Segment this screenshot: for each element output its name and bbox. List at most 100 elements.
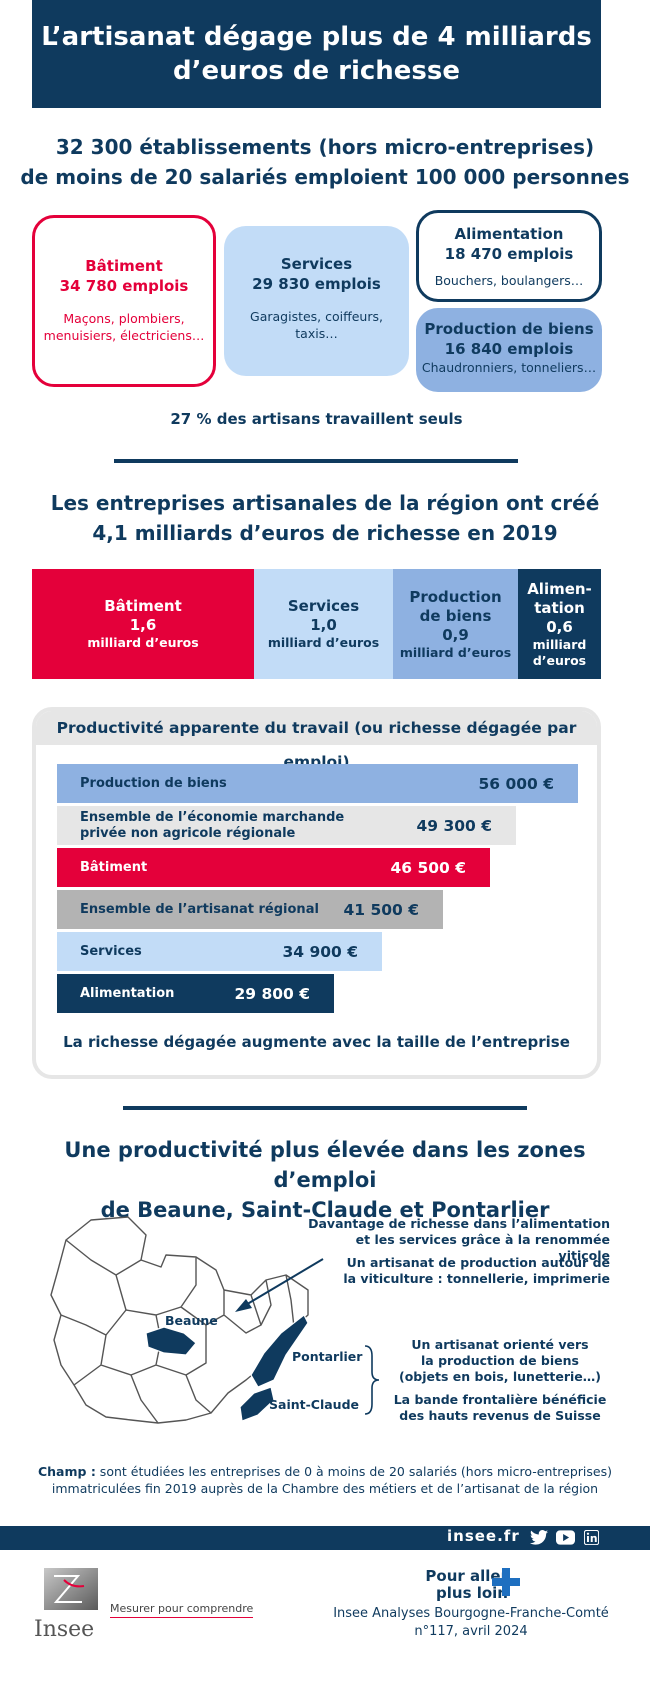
insee-logo-mark (44, 1568, 98, 1610)
productivity-bar-label-line1: Bâtiment (80, 859, 148, 875)
scope-label: Champ : (37, 1464, 96, 1479)
wealth-segment-unit: milliard (532, 636, 587, 652)
map-heading-line2: de Beaune, Saint-Claude et Pontarlier (100, 1198, 550, 1222)
tagline: Mesurer pour comprendre (110, 1602, 254, 1618)
productivity-bar-label: Production de biens (80, 776, 227, 792)
productivity-title: Productivité apparente du travail (ou ri… (36, 711, 597, 771)
linkedin-icon[interactable] (584, 1530, 599, 1545)
publication-reference: Insee Analyses Bourgogne-Franche-Comté n… (320, 1605, 622, 1641)
insee-website-link[interactable]: insee.fr (447, 1527, 520, 1545)
card-production-jobs: 16 840 emplois (444, 340, 574, 358)
wealth-segment-name: Alimen- (527, 579, 592, 598)
twitter-icon[interactable] (530, 1530, 548, 1545)
insee-logo: Insee (34, 1566, 100, 1642)
scope-text-2: immatriculées fin 2019 auprès de la Cham… (51, 1481, 599, 1496)
annotation-jura-production: Un artisanat orienté vers la production … (390, 1337, 610, 1385)
map-label-saint-claude: Saint-Claude (269, 1397, 360, 1412)
insee-logo-text: Insee (34, 1617, 95, 1642)
annotation-jura-production-line3: (objets en bois, lunetterie…) (399, 1369, 601, 1384)
wealth-segment: Alimen-tation 0,6 milliard d’euros (518, 569, 601, 679)
plus-icon[interactable] (492, 1568, 520, 1596)
productivity-bar: Production de biens 56 000 € (57, 764, 578, 803)
productivity-bar: Services 34 900 € (57, 932, 382, 971)
wealth-segment: Production de biens 0,9 milliard d’euros (393, 569, 518, 679)
annotation-beaune-production-line1: Un artisanat de production autour de (346, 1255, 610, 1270)
card-alimentation: Alimentation 18 470 emplois Bouchers, bo… (416, 210, 602, 302)
productivity-bar: Bâtiment 46 500 € (57, 848, 490, 887)
publication-number: n°117, avril 2024 (414, 1624, 528, 1639)
divider-1 (114, 459, 518, 463)
page-title-line1: L’artisanat dégage plus de 4 milliards (41, 22, 592, 52)
productivity-bar-value: 56 000 € (478, 774, 554, 793)
footer-band: insee.fr (0, 1526, 650, 1550)
annotation-beaune-wealth: Davantage de richesse dans l’alimentatio… (300, 1216, 610, 1264)
scope-note: Champ : sont étudiées les entreprises de… (20, 1463, 630, 1497)
wealth-segment-name: Bâtiment (104, 597, 182, 615)
productivity-bar-label: Ensemble de l’économie marchande privée n… (80, 810, 344, 842)
productivity-bar-label: Ensemble de l’artisanat régional (80, 902, 319, 918)
annotation-jura-border-line2: des hauts revenus de Suisse (399, 1408, 601, 1423)
wealth-segment-name-cont: de biens (419, 606, 492, 625)
productivity-bar: Alimentation 29 800 € (57, 974, 334, 1013)
card-alimentation-jobs: 18 470 emplois (444, 245, 574, 263)
publication-name: Insee Analyses Bourgogne-Franche-Comté (333, 1606, 609, 1621)
card-services-jobs: 29 830 emplois (252, 275, 381, 293)
productivity-bar-value: 29 800 € (234, 984, 310, 1003)
productivity-bar-label-line1: Services (80, 943, 142, 959)
productivity-bar-label-line1: Alimentation (80, 985, 175, 1001)
card-services: Services 29 830 emplois Garagistes, coif… (224, 226, 409, 376)
productivity-bar-value: 46 500 € (390, 858, 466, 877)
pour-aller-line2: plus loin (436, 1584, 508, 1602)
wealth-heading-line1: Les entreprises artisanales de la région… (50, 491, 600, 515)
productivity-bar-label-line1: Ensemble de l’artisanat régional (80, 901, 319, 917)
wealth-segment: Bâtiment 1,6 milliard d’euros (32, 569, 254, 679)
productivity-bar: Ensemble de l’artisanat régional 41 500 € (57, 890, 443, 929)
card-production-desc: Chaudronniers, tonneliers… (421, 360, 597, 375)
annotation-beaune-production-line2: la viticulture : tonnellerie, imprimerie (343, 1271, 610, 1286)
annotation-jura-production-line1: Un artisanat orienté vers (411, 1337, 589, 1352)
annotation-beaune-wealth-line2: et les services grâce à la renommée viti… (355, 1232, 610, 1263)
annotation-jura-border: La bande frontalière bénéficie des hauts… (390, 1392, 610, 1424)
scope-text-1: sont étudiées les entreprises de 0 à moi… (95, 1464, 612, 1479)
wealth-heading-line2: 4,1 milliards d’euros de richesse en 201… (92, 521, 558, 545)
card-alimentation-desc: Bouchers, boulangers… (434, 273, 584, 288)
card-batiment: Bâtiment 34 780 emplois Maçons, plombier… (32, 215, 216, 387)
card-batiment-title: Bâtiment (85, 257, 163, 275)
solo-artisans-text: 27 % des artisans travaillent seuls (170, 410, 463, 428)
wealth-segment-unit-cont: d’euros (532, 652, 587, 668)
establishments-heading-line1: 32 300 établissements (hors micro-entrep… (55, 135, 595, 159)
card-production-title: Production de biens (424, 320, 594, 338)
map-zone-beaune (145, 1326, 197, 1356)
card-batiment-jobs: 34 780 emplois (59, 277, 189, 295)
title-banner: L’artisanat dégage plus de 4 milliards d… (32, 0, 601, 108)
establishments-heading-line2: de moins de 20 salariés emploient 100 00… (20, 165, 630, 189)
productivity-bar-label-line2: privée non agricole régionale (80, 825, 296, 841)
map-zone-pontarlier (250, 1314, 309, 1388)
beaune-arrow (235, 1258, 324, 1312)
productivity-bar-value: 34 900 € (282, 942, 358, 961)
productivity-bar-value: 41 500 € (343, 900, 419, 919)
map-heading-line1: Une productivité plus élevée dans les zo… (64, 1138, 586, 1192)
divider-2 (123, 1106, 527, 1110)
wealth-segment-value: 0,6 (546, 617, 573, 636)
wealth-segment-unit: milliard d’euros (87, 635, 199, 650)
productivity-footer: La richesse dégagée augmente avec la tai… (63, 1033, 570, 1051)
pour-aller-plus-loin[interactable]: Pour aller plus loin (398, 1568, 508, 1602)
card-alimentation-title: Alimentation (454, 225, 564, 243)
wealth-segment-name: Production (409, 587, 502, 606)
map-zone-saint-claude (239, 1386, 275, 1422)
annotation-jura-border-line1: La bande frontalière bénéficie (393, 1392, 607, 1407)
productivity-bar-label-line1: Production de biens (80, 775, 227, 791)
productivity-bar-label: Alimentation (80, 986, 174, 1002)
youtube-icon[interactable] (556, 1530, 575, 1545)
annotation-beaune-production: Un artisanat de production autour de la … (330, 1255, 610, 1287)
map-label-beaune: Beaune (165, 1313, 218, 1328)
card-batiment-desc1: Maçons, plombiers, (63, 311, 185, 326)
map-heading: Une productivité plus élevée dans les zo… (20, 1135, 630, 1225)
establishments-heading: 32 300 établissements (hors micro-entrep… (20, 132, 630, 192)
card-batiment-desc2: menuisiers, électriciens… (43, 328, 205, 343)
productivity-bar-label: Services (80, 944, 142, 960)
card-services-desc2: taxis… (295, 326, 338, 341)
annotation-jura-production-line2: la production de biens (421, 1353, 579, 1368)
wealth-segment-value: 0,9 (442, 625, 469, 644)
